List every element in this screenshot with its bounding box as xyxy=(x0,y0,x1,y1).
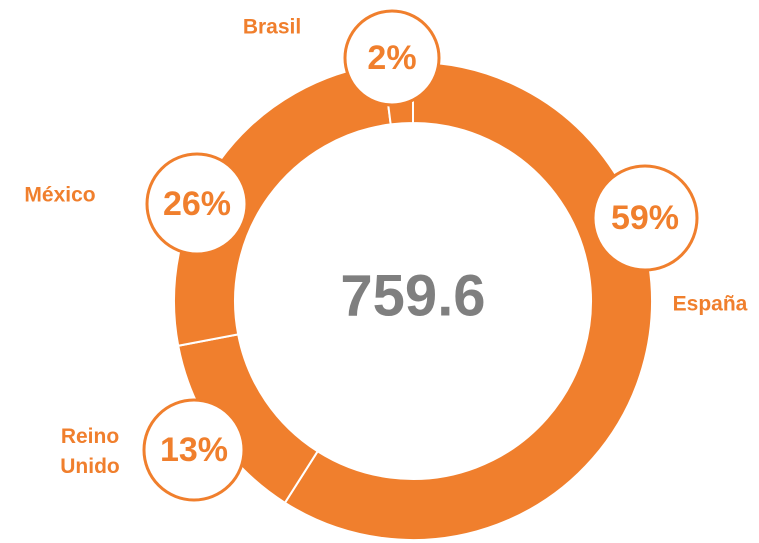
value-label: 2% xyxy=(367,39,416,77)
category-label: Reino Unido xyxy=(60,425,119,478)
value-label: 26% xyxy=(163,185,231,223)
label-bubble xyxy=(142,398,246,502)
value-label: 59% xyxy=(611,199,679,237)
label-bubble xyxy=(145,152,249,256)
category-label: Brasil xyxy=(243,16,301,39)
label-bubble xyxy=(591,164,699,272)
label-bubble xyxy=(343,9,441,107)
value-label: 13% xyxy=(160,431,228,469)
center-label: 759.6 xyxy=(340,263,485,328)
category-label: México xyxy=(24,184,95,207)
category-label: España xyxy=(673,293,748,316)
